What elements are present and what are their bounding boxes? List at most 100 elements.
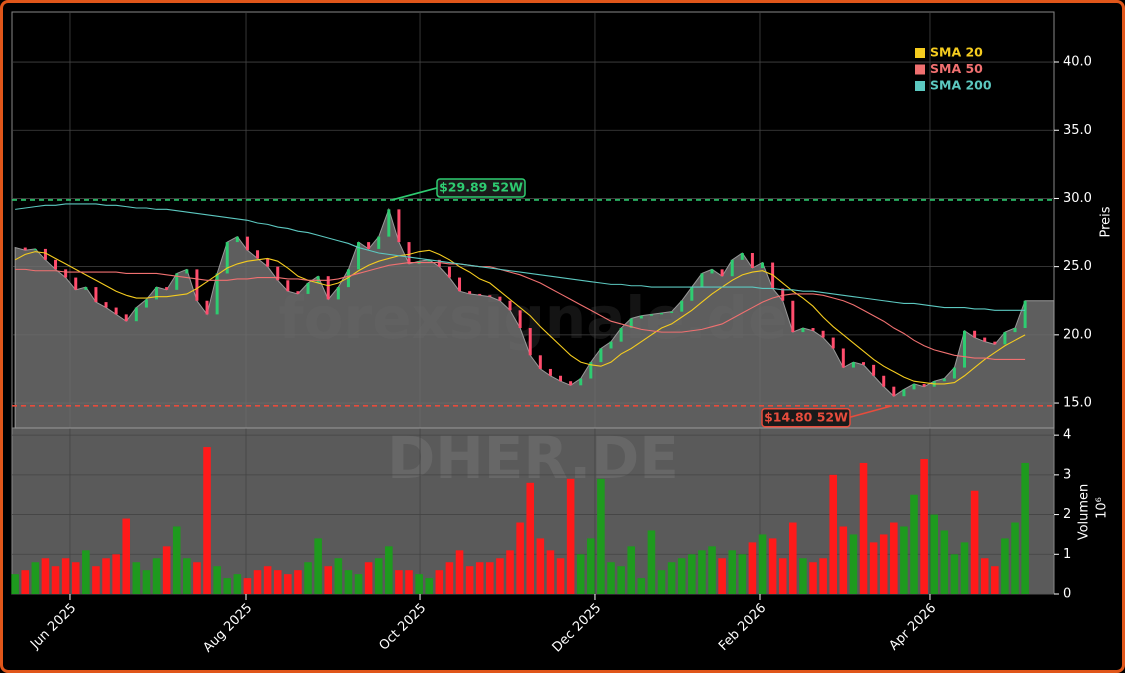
volume-bar — [142, 570, 151, 594]
volume-bar — [960, 542, 969, 594]
volume-scale-label: 10⁶ — [1095, 497, 1110, 519]
volume-bar — [566, 478, 575, 594]
volume-bar — [102, 558, 110, 594]
volume-bar — [657, 570, 666, 594]
volume-bar — [728, 550, 737, 594]
volume-bar — [273, 570, 282, 594]
volume-bar — [506, 550, 514, 594]
volume-bar — [314, 538, 322, 594]
volume-bar — [920, 458, 928, 594]
y-tick-label: 20.0 — [1063, 327, 1092, 342]
volume-bar — [809, 562, 817, 594]
volume-bar — [415, 574, 423, 594]
sma-line — [15, 262, 1026, 360]
volume-bar — [132, 562, 141, 594]
volume-bar — [799, 558, 807, 594]
volume-bar — [617, 566, 625, 594]
volume-bar — [354, 574, 363, 594]
volume-bar — [31, 562, 40, 594]
volume-bar — [486, 562, 494, 594]
volume-bar — [304, 562, 312, 594]
volume-bar — [284, 574, 292, 594]
volume-bar — [718, 558, 726, 594]
volume-bar — [708, 546, 716, 594]
volume-bar — [324, 566, 333, 594]
volume-bar — [900, 526, 908, 594]
volume-bar — [910, 494, 918, 594]
annotation-arrow — [391, 187, 438, 201]
volume-bar — [92, 566, 100, 594]
volume-bar — [223, 578, 232, 594]
legend-swatch — [915, 81, 925, 91]
x-tick-label: Apr 2026 — [886, 601, 939, 654]
volume-bar — [294, 570, 302, 594]
volume-bar — [172, 526, 181, 594]
volume-bar — [546, 550, 555, 594]
volume-bar — [1001, 538, 1009, 594]
legend-label: SMA 20 — [930, 45, 983, 60]
volume-bar — [819, 558, 827, 594]
volume-bar — [395, 570, 403, 594]
y-tick-label: 15.0 — [1063, 396, 1092, 411]
volume-bar — [496, 558, 504, 594]
y-tick-label: 25.0 — [1063, 259, 1092, 274]
volume-bar — [475, 562, 484, 594]
volume-bar — [758, 534, 767, 594]
volume-bar — [607, 562, 615, 594]
volume-bar — [455, 550, 464, 594]
legend-swatch — [915, 48, 925, 58]
volume-bar — [82, 550, 90, 594]
volume-bar — [385, 546, 393, 594]
volume-bar — [667, 562, 676, 594]
volume-bar — [51, 566, 60, 594]
volume-bar — [405, 570, 413, 594]
volume-bar — [112, 554, 120, 594]
volume-bar — [193, 562, 201, 594]
y-tick-label: 2 — [1063, 507, 1071, 522]
volume-bar — [41, 558, 50, 594]
volume-bar — [627, 546, 636, 594]
volume-bar — [61, 558, 70, 594]
y-tick-label: 40.0 — [1063, 55, 1092, 70]
x-tick-label: Oct 2025 — [377, 601, 430, 654]
volume-bar — [748, 542, 757, 594]
legend-label: SMA 50 — [930, 61, 983, 76]
x-tick-label: Dec 2025 — [550, 601, 605, 656]
volume-bar — [859, 462, 868, 594]
volume-bar — [849, 534, 858, 594]
sma-line — [15, 203, 1026, 311]
volume-bar — [516, 522, 524, 594]
annotation-arrow — [847, 404, 893, 419]
volume-bar — [11, 574, 19, 594]
watermark: DHER.DE — [387, 424, 679, 492]
x-tick-label: Jun 2025 — [27, 601, 79, 653]
volume-bar — [71, 562, 80, 594]
volume-bar — [556, 558, 565, 594]
volume-bar — [364, 562, 373, 594]
volume-bar — [991, 566, 999, 594]
volume-bar — [980, 558, 989, 594]
volume-axis-label: Volumen — [1077, 484, 1092, 541]
annotation-label: $14.80 52W — [764, 409, 848, 424]
volume-bar — [768, 538, 777, 594]
annotation-box — [761, 408, 851, 428]
volume-bar — [536, 538, 545, 594]
annotation-box — [436, 178, 526, 198]
volume-bar — [647, 530, 656, 594]
volume-bar — [344, 570, 353, 594]
volume-bar — [1021, 462, 1029, 594]
volume-bar — [688, 554, 696, 594]
volume-bar — [213, 566, 221, 594]
sma-line — [14, 249, 1026, 385]
annotation-label: $29.89 52W — [439, 179, 523, 194]
volume-bar — [930, 514, 939, 594]
volume-bar — [243, 578, 252, 594]
volume-bar — [122, 518, 131, 594]
volume-bar — [879, 534, 888, 594]
volume-bar — [698, 550, 706, 594]
volume-bar — [334, 558, 343, 594]
volume-bar — [789, 522, 797, 594]
volume-bar — [597, 478, 605, 594]
volume-bar — [738, 554, 747, 594]
